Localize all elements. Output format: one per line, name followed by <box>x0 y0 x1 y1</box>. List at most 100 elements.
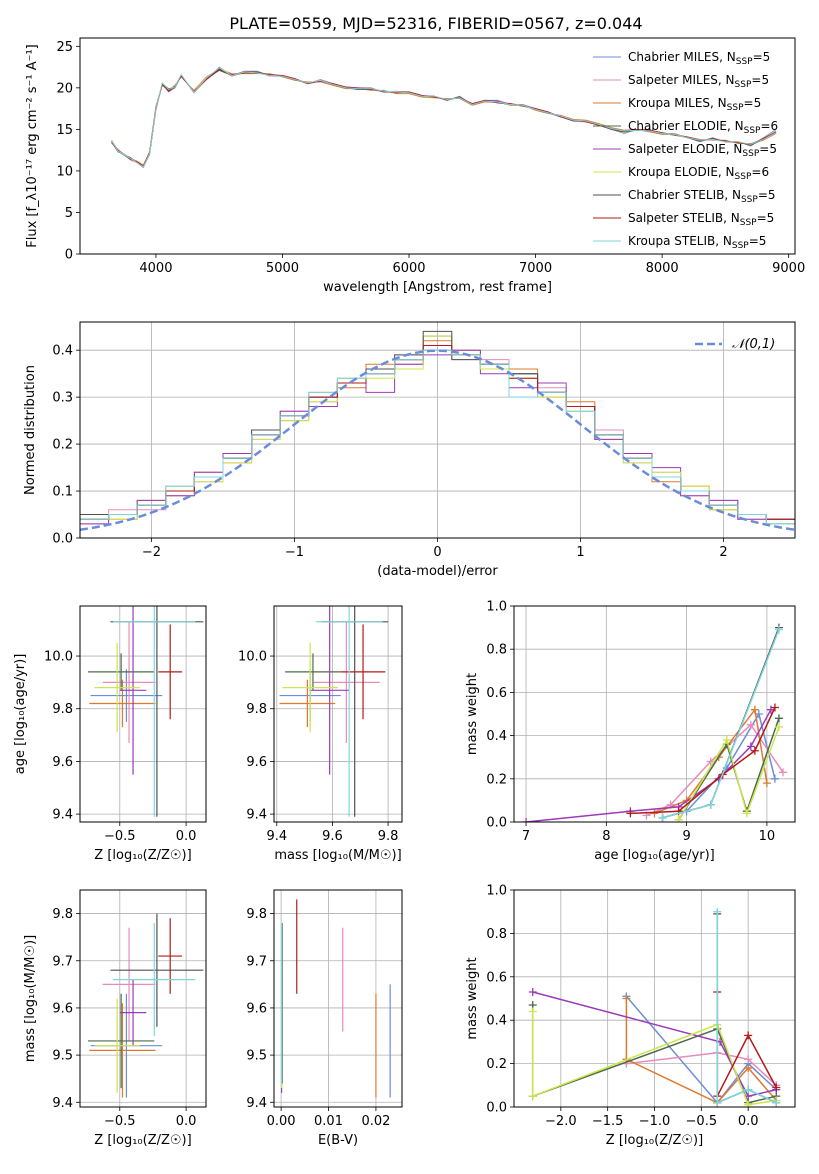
legend-subscript: SSP <box>735 80 752 90</box>
legend-subscript: SSP <box>732 241 749 251</box>
spectrum-legend: Chabrier MILES, NSSP=5 Salpeter MILES, NS… <box>593 50 778 251</box>
y-tick-label: 9.7 <box>52 954 73 969</box>
mass-weight-marker <box>750 705 759 714</box>
mass-weight-marker <box>774 722 783 731</box>
y-tick-label: 9.6 <box>52 755 73 770</box>
y-tick-label: 9.5 <box>246 1049 267 1064</box>
legend-count: =6 <box>760 119 778 133</box>
y-axis-label: mass [log₁₀(M/M☉)] <box>23 935 38 1062</box>
y-tick-label: 1.0 <box>486 600 507 615</box>
x-axis-label: age [log₁₀(age/yr)] <box>594 848 715 863</box>
axes-frame <box>79 321 796 539</box>
plot-area <box>280 899 391 1098</box>
mass-weight-marker <box>528 1007 537 1016</box>
y-axis-label: Normed distribution <box>23 365 38 495</box>
panel-mass-vs-ebv: 0.00 0.01 0.02 9.4 9.5 9.6 9.7 9.8 E(B-V) <box>246 889 403 1148</box>
y-tick-label: 0.8 <box>486 927 507 942</box>
plot-area <box>111 66 777 169</box>
mass-weight-marker <box>774 714 783 723</box>
mass-weight-marker <box>772 1083 781 1092</box>
y-tick-label: 20 <box>56 81 73 96</box>
plot-area <box>522 623 787 822</box>
legend-count: =5 <box>744 96 762 110</box>
plot-area <box>528 907 781 1107</box>
x-axis-label: Z [log₁₀(Z/Z☉)] <box>606 1133 703 1148</box>
plot-area <box>87 606 204 817</box>
x-tick-label: 9 <box>682 829 690 844</box>
y-tick-label: 15 <box>56 123 73 138</box>
panel-residuals: −2 −1 0 1 2 0.0 0.1 0.2 0.3 0.4 (data-model)/error… <box>23 321 796 579</box>
legend-count: =5 <box>753 50 771 64</box>
axes-frame <box>79 37 796 255</box>
y-tick-label: 0.6 <box>486 686 507 701</box>
y-tick-label: 9.6 <box>52 1001 73 1016</box>
legend-entry: Chabrier ELODIE, NSSP=6 <box>628 119 778 136</box>
x-axis-label: wavelength [Angstrom, rest frame] <box>323 280 552 295</box>
y-tick-label: 9.8 <box>246 907 267 922</box>
x-tick-label: 8000 <box>646 261 679 276</box>
normal-curve <box>80 349 795 532</box>
mass-weight-marker <box>744 1031 753 1040</box>
legend-subscript: SSP <box>744 126 761 136</box>
x-tick-label: −0.5 <box>104 829 136 844</box>
x-tick-label: 9.6 <box>322 829 343 844</box>
mass-weight-marker <box>622 994 631 1003</box>
x-tick-label: 9000 <box>772 261 805 276</box>
panel-mass-weight-vs-age: 7 8 9 10 0.0 0.2 0.4 0.6 0.8 1.0 age [log₁₀(age/yr… <box>465 600 796 863</box>
legend-count: =6 <box>751 165 769 179</box>
y-tick-label: 0.3 <box>52 391 73 406</box>
x-tick-label: 0 <box>433 545 441 560</box>
x-tick-label: −1.0 <box>639 1114 671 1129</box>
x-axis-label: E(B-V) <box>318 1133 358 1148</box>
y-tick-label: 9.8 <box>246 702 267 717</box>
spectrum-line-9 <box>111 67 777 168</box>
plot-area <box>279 606 389 817</box>
y-tick-label: 0.2 <box>486 772 507 787</box>
legend-count: =5 <box>751 73 769 87</box>
legend-count: =5 <box>749 234 767 248</box>
legend-subscript: SSP <box>727 103 744 113</box>
y-tick-label: 0.0 <box>486 816 507 831</box>
mass-weight-marker <box>746 742 755 751</box>
mass-weight-line-4 <box>525 709 772 822</box>
y-tick-label: 0.1 <box>52 485 73 500</box>
legend-subscript: SSP <box>741 195 758 205</box>
x-axis-label: mass [log₁₀(M/M☉)] <box>274 848 401 863</box>
x-axis-label: Z [log₁₀(Z/Z☉)] <box>94 848 191 863</box>
plot-area <box>80 330 795 538</box>
x-tick-label: 8 <box>602 829 610 844</box>
y-tick-label: 0.0 <box>52 532 73 547</box>
legend-count: =5 <box>757 211 775 225</box>
axes-frame <box>79 889 207 1108</box>
y-tick-label: 10 <box>56 164 73 179</box>
legend-count: =5 <box>759 142 777 156</box>
y-tick-label: 0.0 <box>486 1101 507 1116</box>
x-tick-label: 2 <box>719 545 727 560</box>
legend-count: =5 <box>758 188 776 202</box>
mass-weight-marker <box>746 720 755 729</box>
y-tick-label: 9.4 <box>52 808 73 823</box>
panel-mass-vs-Z: −0.5 0.0 9.4 9.5 9.6 9.7 9.8 Z [log₁₀(Z/Z☉)] mas… <box>23 889 207 1148</box>
y-axis-label: mass weight <box>465 673 480 755</box>
y-tick-label: 0.4 <box>486 729 507 744</box>
y-axis-label: mass weight <box>465 957 480 1039</box>
y-tick-label: 0.4 <box>486 1014 507 1029</box>
x-tick-label: 0.0 <box>738 1114 759 1129</box>
legend-subscript: SSP <box>735 172 752 182</box>
x-tick-label: 4000 <box>139 261 172 276</box>
x-tick-label: 9.8 <box>378 829 399 844</box>
mass-weight-line-1 <box>626 1052 777 1086</box>
mass-weight-marker <box>774 625 783 634</box>
mass-weight-marker <box>626 809 635 818</box>
mass-weight-marker <box>528 1092 537 1101</box>
legend-entry: Kroupa ELODIE, NSSP=6 <box>628 165 769 182</box>
mass-weight-line-5 <box>677 726 780 821</box>
mass-weight-marker <box>744 1100 753 1107</box>
mass-weight-marker <box>742 809 751 818</box>
y-tick-label: 9.8 <box>52 702 73 717</box>
mass-weight-marker <box>706 800 715 809</box>
x-tick-label: −0.5 <box>686 1114 718 1129</box>
mass-weight-marker <box>522 818 531 822</box>
y-tick-label: 9.4 <box>52 1096 73 1111</box>
x-tick-label: −2 <box>142 545 161 560</box>
